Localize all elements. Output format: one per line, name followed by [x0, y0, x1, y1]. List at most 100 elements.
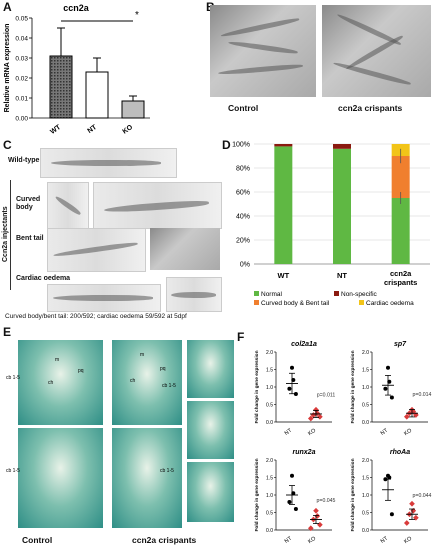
chart-f-point [313, 507, 319, 514]
chart-d-legend-swatch [254, 300, 259, 305]
chart-f-ytick-label: 1.5 [362, 476, 369, 482]
chart-f-title: runx2a [293, 449, 316, 456]
e-annot-pq: pq [78, 368, 84, 374]
chart-d-ytick-label: 40% [236, 214, 250, 221]
chart-d-ytick-label: 100% [232, 142, 250, 149]
control-ventral-photo [18, 340, 103, 425]
chart-f-xtick-label: NT [380, 535, 390, 544]
c-row-bent: Bent tail [16, 235, 44, 242]
chart-f-ytick-label: 1.0 [266, 385, 273, 391]
chart-a-ytick-label: 0.05 [15, 16, 28, 23]
e-annot-m-2: m [140, 352, 145, 358]
chart-d-legend-swatch [359, 300, 364, 305]
chart-f-point [287, 500, 292, 504]
chart-f-pvalue: p=0.045 [317, 498, 336, 504]
c-row-cardiac: Cardiac oedema [16, 275, 71, 282]
chart-d-bar-segment [391, 198, 410, 264]
chart-d-bar-segment [274, 146, 293, 264]
bent-photo-1 [47, 228, 146, 272]
chart-f-ylabel: Fold change in gene expression [254, 458, 260, 531]
chart-f-ytick-label: 0.0 [362, 528, 369, 534]
chart-d-xtick-label-2: crispants [384, 278, 417, 287]
e-annot-cb-2: cb 1-5 [6, 468, 20, 474]
chart-a-ytick-label: 0.04 [15, 36, 28, 43]
panel-letter-e: E [3, 325, 12, 339]
panel-letter-f: F [237, 330, 245, 344]
chart-f-point [389, 512, 394, 517]
chart-f-point [386, 365, 390, 370]
chart-f-point [293, 392, 298, 396]
chart-f-point [409, 500, 415, 507]
chart-f-ytick-label: 2.0 [266, 458, 273, 464]
chart-a-ytick-label: 0.02 [15, 76, 28, 83]
chart-f-point [403, 520, 410, 526]
chart-f-ytick-label: 1.0 [362, 385, 369, 391]
chart-f-ylabel: Fold change in gene expression [350, 458, 356, 531]
crispant-detail-1 [187, 340, 234, 398]
chart-d-legend-label: Cardiac oedema [366, 300, 414, 307]
chart-a-xtick-label: KO [122, 124, 135, 135]
chart-a-xtick-label: WT [49, 123, 63, 135]
chart-f-xtick-label: NT [284, 535, 294, 544]
control-dorsal-photo [18, 428, 103, 528]
chart-f-ylabel: Fold change in gene expression [350, 350, 356, 423]
chart-f-xtick-label: KO [307, 427, 318, 437]
chart-a-ytick-label: 0.01 [15, 96, 28, 103]
chart-d-legend-label: Normal [261, 291, 283, 298]
c-footnote: Curved body/bent tail: 200/592; cardiac … [5, 313, 187, 320]
chart-f-xtick-label: NT [380, 427, 390, 436]
chart-a-sig-label: * [135, 10, 139, 21]
chart-f-point [314, 513, 321, 519]
chart-a-ytick-label: 0.00 [15, 116, 28, 123]
chart-a-bar [121, 100, 145, 119]
chart-f-ytick-label: 0.5 [362, 511, 369, 517]
chart-a-bar [49, 55, 73, 119]
chart-f-ytick-label: 1.5 [266, 368, 273, 374]
control-larvae-photo [210, 5, 316, 97]
chart-f-title: col2a1a [291, 341, 317, 348]
curved-photo-1 [47, 182, 89, 229]
chart-f-point [383, 386, 388, 391]
e-annot-ch-2: ch [130, 378, 136, 384]
e-label-crispants: ccn2a crispants [132, 535, 197, 545]
chart-d-xtick-label: NT [337, 271, 347, 280]
chart-f-xtick-label: KO [307, 535, 318, 545]
chart-f-point [290, 473, 294, 478]
chart-f-ytick-label: 0.0 [266, 528, 273, 534]
chart-f-point [389, 395, 394, 400]
b-label-crispants: ccn2a crispants [338, 103, 403, 113]
e-label-control: Control [22, 535, 53, 545]
e-annot-cb-3: cb 1-5 [162, 383, 176, 389]
panel-letter-a: A [3, 0, 12, 14]
chart-f-pvalue: p=0.011 [317, 392, 336, 398]
e-annot-cb: cb 1-5 [6, 375, 20, 381]
c-row-wildtype: Wild-type [8, 157, 40, 164]
chart-d-bar-segment [333, 148, 351, 264]
chart-d-bar-segment [333, 144, 351, 149]
e-annot-ch: ch [48, 380, 54, 386]
chart-f-ytick-label: 1.0 [362, 493, 369, 499]
chart-f-pvalue: p=0.044 [413, 493, 432, 499]
chart-d-xtick-label: ccn2a [390, 269, 412, 278]
chart-f-point [290, 365, 294, 370]
chart-d-bar-segment [391, 156, 410, 198]
chart-f-ytick-label: 0.5 [362, 403, 369, 409]
chart-f-title: sp7 [394, 341, 407, 348]
chart-d-bar-segment [274, 144, 293, 147]
panel-letter-c: C [3, 138, 12, 152]
chart-f-xtick-label: NT [284, 427, 294, 436]
chart-f-ylabel: Fold change in gene expression [254, 350, 260, 423]
chart-d-legend-label: Curved body & Bent tail [261, 300, 330, 307]
chart-f-point [307, 525, 314, 532]
chart-f-point [317, 521, 323, 528]
bent-photo-2 [150, 228, 220, 270]
chart-f-xtick-label: KO [403, 427, 414, 437]
chart-d-ytick-label: 20% [236, 238, 250, 245]
chart-f-point [287, 386, 292, 391]
chart-f-ytick-label: 0.0 [266, 420, 273, 426]
e-annot-cb-4: cb 1-5 [160, 468, 174, 474]
chart-f-ytick-label: 2.0 [266, 350, 273, 356]
chart-f-ytick-label: 0.0 [362, 420, 369, 426]
chart-f-ytick-label: 2.0 [362, 350, 369, 356]
